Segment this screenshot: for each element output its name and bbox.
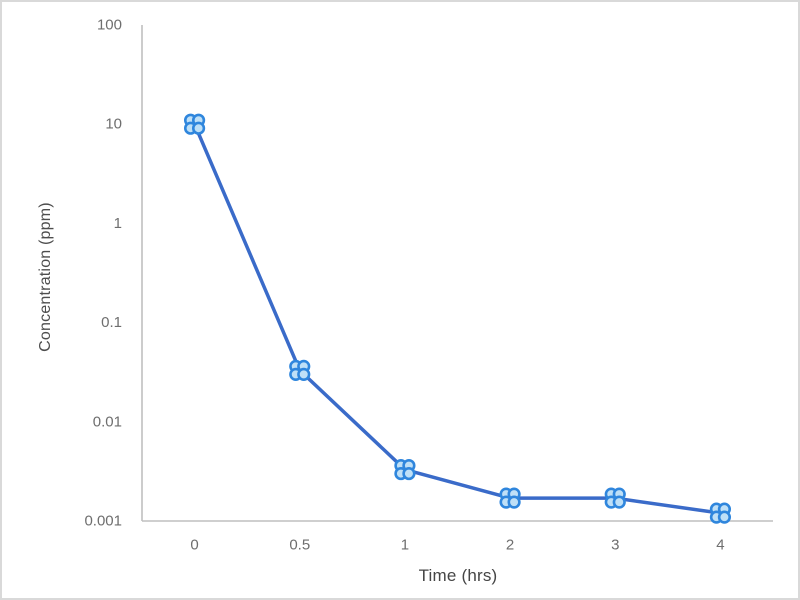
data-point-marker [183,113,206,135]
data-point-marker [394,458,416,481]
x-tick-label: 3 [611,537,619,554]
y-tick-label: 100 [97,17,122,34]
data-line [192,122,723,515]
y-tick-label: 10 [105,116,122,133]
x-axis-title: Time (hrs) [418,566,498,585]
x-tick-label: 2 [506,537,514,554]
x-tick-label: 4 [716,537,724,554]
y-axis-title: Concentration (ppm) [37,202,54,352]
data-point-marker [499,487,521,509]
y-tick-label: 1 [114,215,122,232]
data-point-marker [604,487,626,509]
y-tick-label: 0.01 [93,413,122,430]
x-tick-label: 0 [190,537,198,554]
x-tick-label: 1 [401,537,409,554]
x-tick-label: 0.5 [289,537,310,554]
data-point-marker [709,502,732,524]
data-point-marker [289,359,311,381]
y-tick-label: 0.001 [84,513,122,530]
y-tick-label: 0.1 [101,314,122,331]
